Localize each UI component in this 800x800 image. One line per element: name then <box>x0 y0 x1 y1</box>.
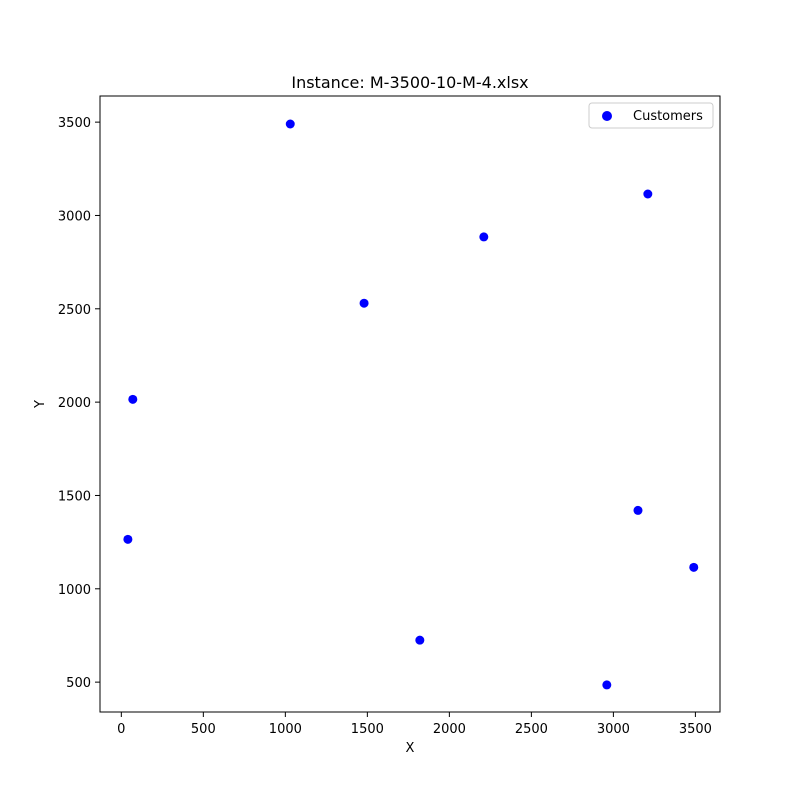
x-axis-label: X <box>406 741 415 756</box>
y-axis: 500 1000 1500 2000 2500 3000 3500 <box>58 116 100 691</box>
legend-label-customers: Customers <box>633 109 703 124</box>
y-tick-label: 3000 <box>58 209 91 224</box>
data-point <box>479 232 489 242</box>
x-tick-label: 0 <box>117 722 125 737</box>
data-points <box>123 119 699 690</box>
x-tick-label: 1000 <box>269 722 302 737</box>
data-point <box>123 534 133 544</box>
legend: Customers <box>588 102 714 129</box>
y-tick-label: 3500 <box>58 116 91 131</box>
legend-marker-customers <box>602 111 612 121</box>
x-tick-label: 2500 <box>515 722 548 737</box>
x-tick-label: 3000 <box>597 722 630 737</box>
data-point <box>415 635 425 645</box>
x-tick-label: 1500 <box>351 722 384 737</box>
legend-box <box>588 102 714 129</box>
data-point <box>643 189 653 199</box>
axes-frame <box>99 95 721 713</box>
x-axis: 0 500 1000 1500 2000 2500 3000 3500 <box>117 712 712 737</box>
plot-area: 0 500 1000 1500 2000 2500 3000 3500 500 1000 1500… <box>58 95 721 737</box>
y-tick-label: 2500 <box>58 303 91 318</box>
data-point <box>285 119 295 129</box>
y-tick-label: 1500 <box>58 489 91 504</box>
data-point <box>128 394 138 404</box>
y-tick-label: 1000 <box>58 583 91 598</box>
y-tick-label: 2000 <box>58 396 91 411</box>
x-tick-label: 3500 <box>679 722 712 737</box>
y-axis-label: Y <box>33 400 48 409</box>
data-point <box>633 505 643 515</box>
x-tick-label: 500 <box>191 722 216 737</box>
data-point <box>689 562 699 572</box>
data-point <box>602 680 612 690</box>
y-tick-label: 500 <box>66 676 91 691</box>
chart-title: Instance: M-3500-10-M-4.xlsx <box>291 73 528 92</box>
x-tick-label: 2000 <box>433 722 466 737</box>
data-point <box>359 298 369 308</box>
